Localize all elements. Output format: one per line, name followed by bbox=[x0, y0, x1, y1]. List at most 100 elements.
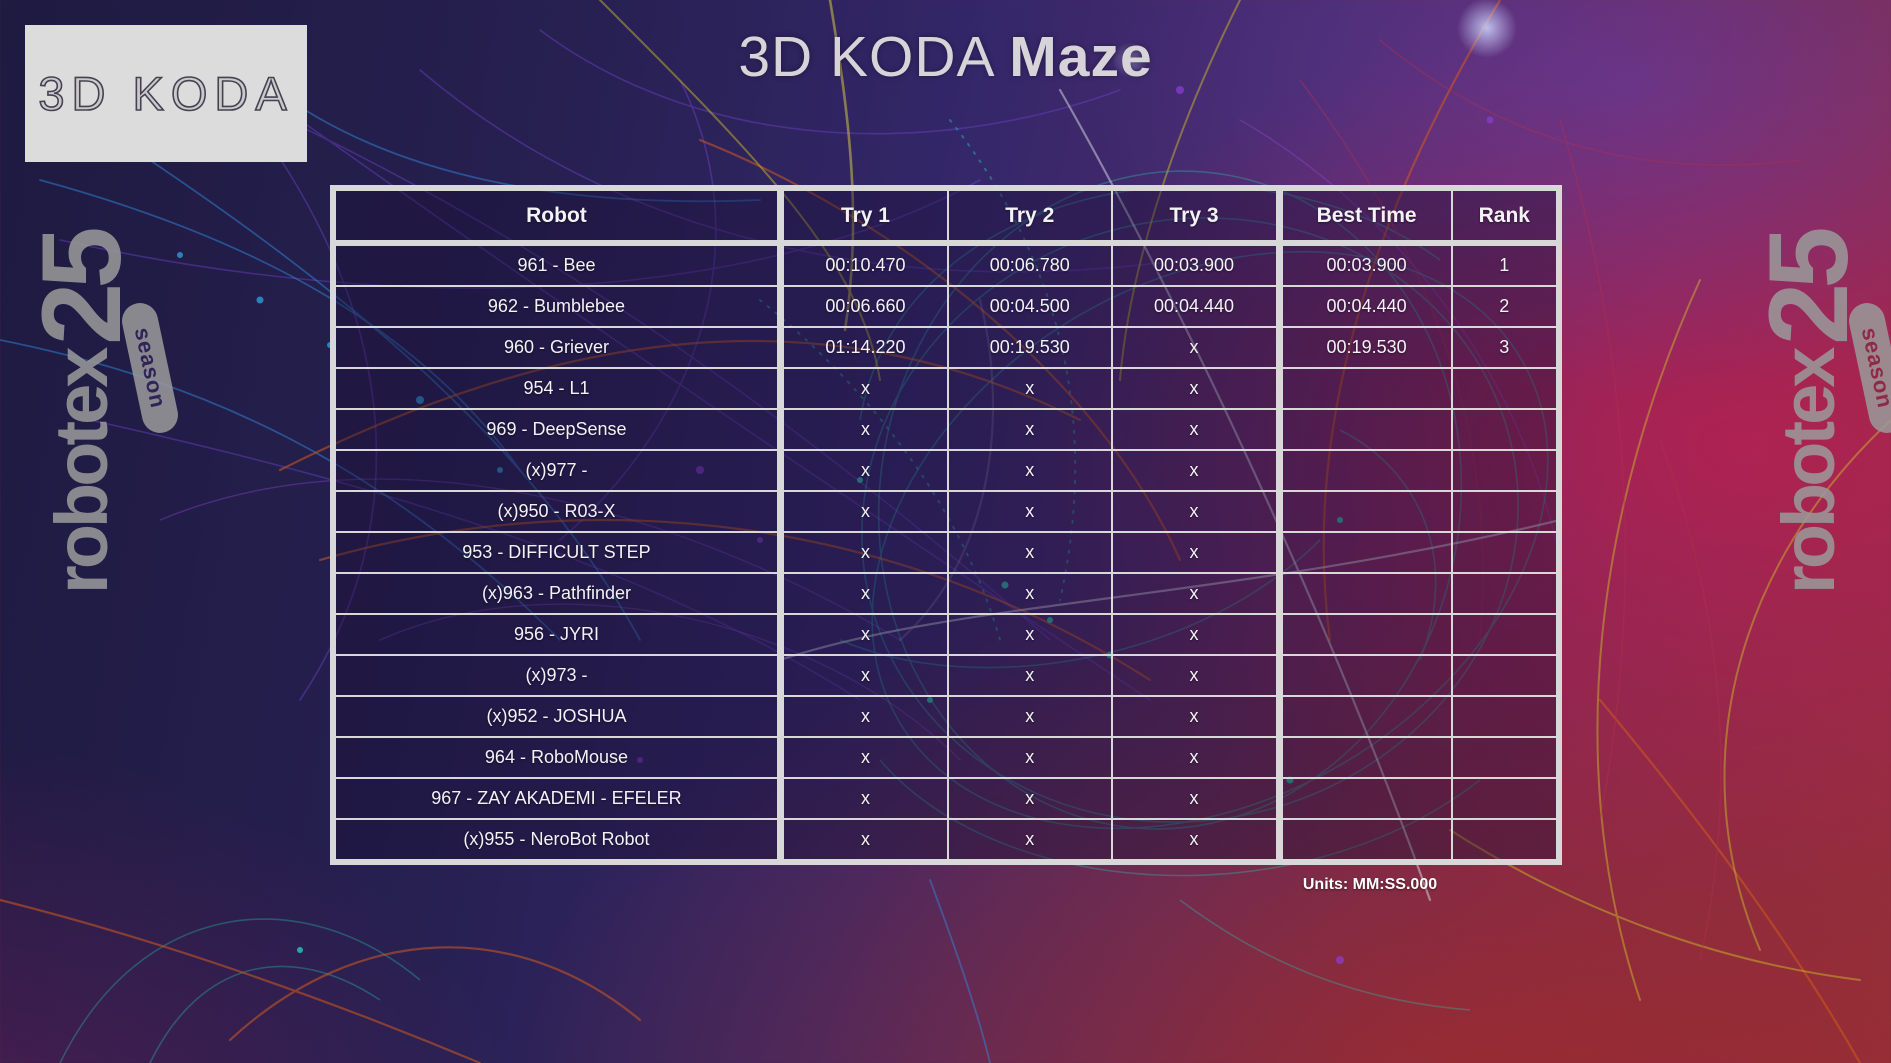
try1-cell: x bbox=[776, 490, 949, 533]
try2-cell: x bbox=[946, 367, 1113, 410]
robot-name-cell: 962 - Bumblebee bbox=[331, 285, 782, 328]
try2-cell: x bbox=[946, 654, 1113, 697]
try3-cell: x bbox=[1110, 572, 1281, 615]
best-time-cell bbox=[1275, 777, 1453, 820]
best-time-cell bbox=[1275, 531, 1453, 574]
rank-cell bbox=[1450, 654, 1561, 697]
robot-name-cell: (x)973 - bbox=[331, 654, 782, 697]
try3-cell: 00:04.440 bbox=[1110, 285, 1281, 328]
try3-cell: x bbox=[1110, 613, 1281, 656]
robot-name-cell: 960 - Griever bbox=[331, 326, 782, 369]
robot-name-cell: (x)955 - NeroBot Robot bbox=[331, 818, 782, 863]
table-row: 956 - JYRI x x x bbox=[331, 613, 1561, 656]
title-bold: Maze bbox=[1009, 25, 1153, 89]
table-header-row: Robot Try 1 Try 2 Try 3 Best Time Rank bbox=[331, 187, 1561, 246]
col-header-try1: Try 1 bbox=[776, 187, 949, 246]
try2-cell: x bbox=[946, 613, 1113, 656]
robot-name-cell: 969 - DeepSense bbox=[331, 408, 782, 451]
try1-cell: x bbox=[776, 531, 949, 574]
try3-cell: x bbox=[1110, 695, 1281, 738]
try3-cell: x bbox=[1110, 777, 1281, 820]
try1-cell: x bbox=[776, 818, 949, 863]
try2-cell: x bbox=[946, 490, 1113, 533]
try2-cell: x bbox=[946, 818, 1113, 863]
title-regular: 3D KODA bbox=[738, 25, 993, 89]
col-header-try2: Try 2 bbox=[946, 187, 1113, 246]
robotex-logo-right: robotex25 season bbox=[1746, 232, 1891, 594]
try1-cell: 01:14.220 bbox=[776, 326, 949, 369]
robot-name-cell: (x)977 - bbox=[331, 449, 782, 492]
koda-logo-text: 3D KODA bbox=[38, 66, 294, 121]
table-row: (x)952 - JOSHUA x x x bbox=[331, 695, 1561, 738]
best-time-cell bbox=[1275, 654, 1453, 697]
units-note: Units: MM:SS.000 bbox=[1302, 876, 1438, 893]
try1-cell: x bbox=[776, 777, 949, 820]
best-time-cell bbox=[1275, 736, 1453, 779]
try2-cell: 00:06.780 bbox=[946, 242, 1113, 287]
col-header-robot: Robot bbox=[331, 187, 782, 246]
best-time-cell bbox=[1275, 572, 1453, 615]
rank-cell bbox=[1450, 531, 1561, 574]
try3-cell: x bbox=[1110, 367, 1281, 410]
table-row: 953 - DIFFICULT STEP x x x bbox=[331, 531, 1561, 574]
rank-cell bbox=[1450, 695, 1561, 738]
try1-cell: x bbox=[776, 613, 949, 656]
try1-cell: 00:10.470 bbox=[776, 242, 949, 287]
best-time-cell: 00:04.440 bbox=[1275, 285, 1453, 328]
table-row: (x)950 - R03-X x x x bbox=[331, 490, 1561, 533]
try1-cell: x bbox=[776, 736, 949, 779]
try3-cell: x bbox=[1110, 490, 1281, 533]
try1-cell: 00:06.660 bbox=[776, 285, 949, 328]
try1-cell: x bbox=[776, 695, 949, 738]
results-body: 961 - Bee 00:10.470 00:06.780 00:03.900 … bbox=[331, 242, 1561, 863]
rank-cell: 2 bbox=[1450, 285, 1561, 328]
best-time-cell bbox=[1275, 613, 1453, 656]
col-header-best-time: Best Time bbox=[1275, 187, 1453, 246]
try1-cell: x bbox=[776, 408, 949, 451]
best-time-cell: 00:03.900 bbox=[1275, 242, 1453, 287]
best-time-cell: 00:19.530 bbox=[1275, 326, 1453, 369]
results-board: Robot Try 1 Try 2 Try 3 Best Time Rank 9… bbox=[330, 185, 1562, 865]
rank-cell bbox=[1450, 613, 1561, 656]
robotex-logo-left: robotex25 season bbox=[19, 232, 182, 594]
robotex-wordmark: robotex25 bbox=[19, 232, 144, 594]
rank-cell bbox=[1450, 490, 1561, 533]
koda-logo-card: 3D KODA bbox=[25, 25, 307, 162]
try3-cell: x bbox=[1110, 818, 1281, 863]
rank-cell bbox=[1450, 736, 1561, 779]
col-header-try3: Try 3 bbox=[1110, 187, 1281, 246]
rank-cell: 3 bbox=[1450, 326, 1561, 369]
rank-cell bbox=[1450, 572, 1561, 615]
try3-cell: x bbox=[1110, 531, 1281, 574]
try3-cell: 00:03.900 bbox=[1110, 242, 1281, 287]
best-time-cell bbox=[1275, 449, 1453, 492]
best-time-cell bbox=[1275, 490, 1453, 533]
results-table: Robot Try 1 Try 2 Try 3 Best Time Rank 9… bbox=[330, 185, 1562, 865]
best-time-cell bbox=[1275, 367, 1453, 410]
best-time-cell bbox=[1275, 695, 1453, 738]
table-row: (x)977 - x x x bbox=[331, 449, 1561, 492]
col-header-rank: Rank bbox=[1450, 187, 1561, 246]
table-row: 964 - RoboMouse x x x bbox=[331, 736, 1561, 779]
try2-cell: x bbox=[946, 777, 1113, 820]
rank-cell bbox=[1450, 818, 1561, 863]
try2-cell: x bbox=[946, 572, 1113, 615]
robot-name-cell: (x)952 - JOSHUA bbox=[331, 695, 782, 738]
try2-cell: x bbox=[946, 531, 1113, 574]
rank-cell: 1 bbox=[1450, 242, 1561, 287]
page-title: 3D KODA Maze bbox=[0, 24, 1891, 90]
try1-cell: x bbox=[776, 449, 949, 492]
robot-name-cell: 954 - L1 bbox=[331, 367, 782, 410]
robot-name-cell: 961 - Bee bbox=[331, 242, 782, 287]
try2-cell: 00:19.530 bbox=[946, 326, 1113, 369]
table-row: 962 - Bumblebee 00:06.660 00:04.500 00:0… bbox=[331, 285, 1561, 328]
try3-cell: x bbox=[1110, 736, 1281, 779]
try2-cell: x bbox=[946, 695, 1113, 738]
try1-cell: x bbox=[776, 654, 949, 697]
table-row: 954 - L1 x x x bbox=[331, 367, 1561, 410]
robot-name-cell: 967 - ZAY AKADEMI - EFELER bbox=[331, 777, 782, 820]
rank-cell bbox=[1450, 777, 1561, 820]
table-row: (x)973 - x x x bbox=[331, 654, 1561, 697]
try1-cell: x bbox=[776, 572, 949, 615]
table-row: 961 - Bee 00:10.470 00:06.780 00:03.900 … bbox=[331, 242, 1561, 287]
